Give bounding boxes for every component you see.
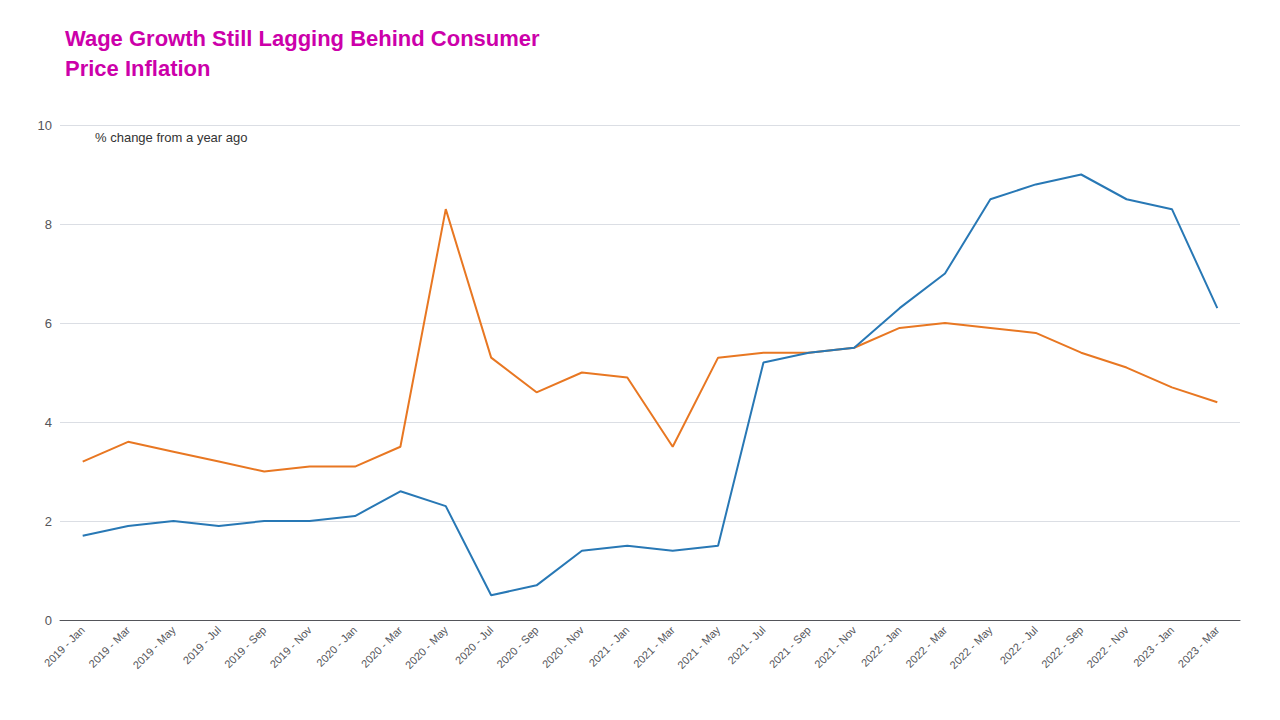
svg-text:2020 - Jan: 2020 - Jan: [314, 624, 359, 669]
svg-text:2020 - Nov: 2020 - Nov: [540, 623, 587, 670]
svg-text:2022 - Nov: 2022 - Nov: [1084, 623, 1131, 670]
svg-text:2019 - Sep: 2019 - Sep: [222, 624, 268, 670]
svg-text:2019 - Mar: 2019 - Mar: [86, 624, 132, 670]
svg-text:2023 - Mar: 2023 - Mar: [1176, 624, 1222, 670]
svg-text:2022 - May: 2022 - May: [947, 623, 995, 671]
svg-text:2021 - Mar: 2021 - Mar: [631, 624, 677, 670]
svg-text:2022 - Jul: 2022 - Jul: [997, 624, 1040, 667]
svg-text:10: 10: [38, 118, 52, 133]
svg-text:2019 - Jul: 2019 - Jul: [180, 624, 223, 667]
svg-text:2022 - Sep: 2022 - Sep: [1039, 624, 1085, 670]
svg-text:2023 - Jan: 2023 - Jan: [1131, 624, 1176, 669]
svg-text:2021 - Jul: 2021 - Jul: [725, 624, 768, 667]
svg-text:% change from a year ago: % change from a year ago: [95, 130, 247, 145]
svg-text:0: 0: [45, 613, 52, 628]
svg-text:2020 - Mar: 2020 - Mar: [359, 624, 405, 670]
svg-text:2020 - May: 2020 - May: [403, 623, 451, 671]
svg-text:2021 - Jan: 2021 - Jan: [586, 624, 631, 669]
svg-text:2019 - May: 2019 - May: [130, 623, 178, 671]
svg-text:2019 - Jan: 2019 - Jan: [42, 624, 87, 669]
svg-text:4: 4: [45, 415, 52, 430]
svg-text:Price Inflation: Price Inflation: [65, 56, 210, 81]
svg-text:8: 8: [45, 217, 52, 232]
svg-text:2: 2: [45, 514, 52, 529]
svg-text:2020 - Jul: 2020 - Jul: [453, 624, 496, 667]
svg-text:2020 - Sep: 2020 - Sep: [494, 624, 540, 670]
svg-text:Wage Growth Still Lagging Behi: Wage Growth Still Lagging Behind Consume…: [65, 26, 540, 51]
svg-text:2019 - Nov: 2019 - Nov: [267, 623, 314, 670]
svg-text:2021 - Nov: 2021 - Nov: [812, 623, 859, 670]
svg-text:2022 - Jan: 2022 - Jan: [859, 624, 904, 669]
svg-text:6: 6: [45, 316, 52, 331]
svg-text:2021 - Sep: 2021 - Sep: [767, 624, 813, 670]
svg-text:2021 - May: 2021 - May: [675, 623, 723, 671]
svg-text:2022 - Mar: 2022 - Mar: [903, 624, 949, 670]
